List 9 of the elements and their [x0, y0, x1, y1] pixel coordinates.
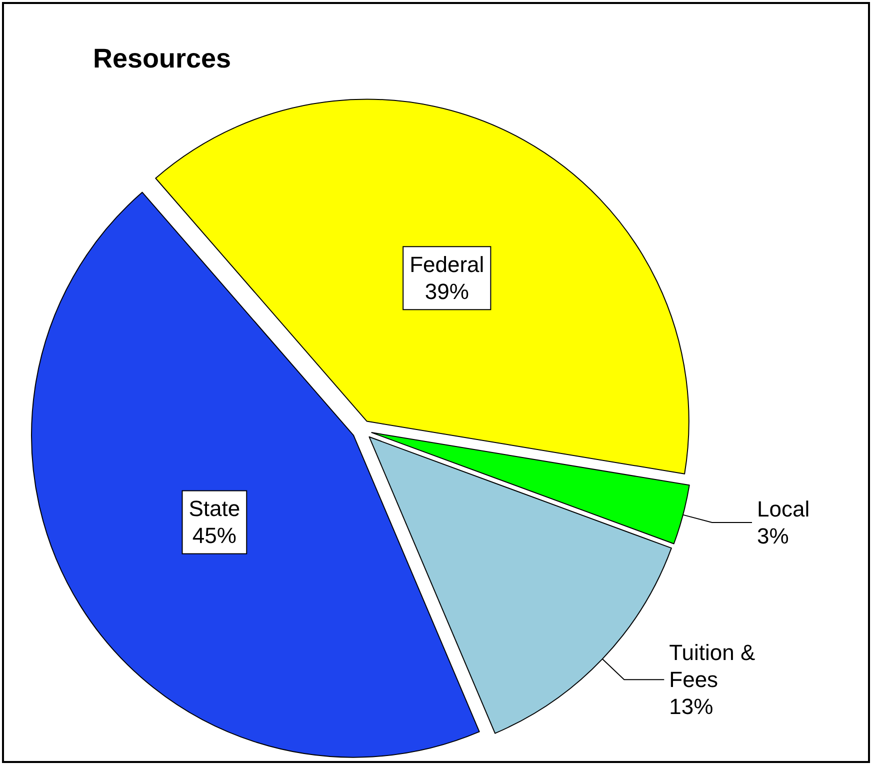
- data-label: 39%: [424, 279, 469, 304]
- slice-label: Local: [756, 496, 810, 522]
- data-label: 45%: [192, 523, 236, 548]
- slice-label: Federal: [410, 252, 484, 278]
- slice-label: Tuition & Fees: [669, 640, 756, 692]
- chart-title: Resources: [93, 44, 232, 74]
- data-label: 13%: [669, 694, 714, 720]
- data-label: 3%: [756, 523, 789, 548]
- slice-label: State: [188, 496, 240, 522]
